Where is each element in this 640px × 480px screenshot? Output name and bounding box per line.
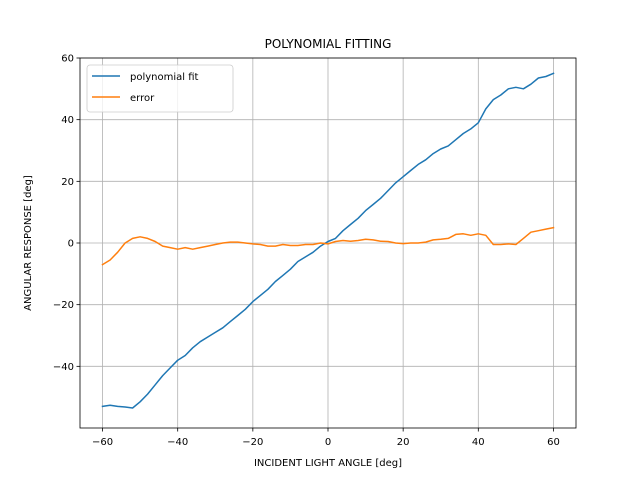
y-tick-label: 20 bbox=[61, 177, 74, 188]
chart-title: POLYNOMIAL FITTING bbox=[265, 37, 392, 51]
x-tick-label: −20 bbox=[242, 437, 263, 448]
y-tick-label: −20 bbox=[53, 300, 74, 311]
x-tick-label: −40 bbox=[167, 437, 188, 448]
y-tick-label: −40 bbox=[53, 362, 74, 373]
legend-label-0: polynomial fit bbox=[130, 72, 199, 83]
y-axis-label: ANGULAR RESPONSE [deg] bbox=[23, 175, 34, 311]
x-tick-label: 0 bbox=[325, 437, 331, 448]
legend: polynomial fit error bbox=[86, 64, 234, 113]
y-tick-label: 60 bbox=[61, 54, 74, 65]
y-tick-label: 0 bbox=[68, 239, 74, 250]
series-line-0 bbox=[101, 72, 555, 409]
series-layer bbox=[101, 72, 555, 409]
grid bbox=[80, 57, 576, 428]
legend-box bbox=[86, 64, 234, 113]
ticks: −60 −40 −20 0 20 40 60 −40 −20 0 20 40 60 bbox=[53, 54, 560, 449]
legend-label-1: error bbox=[130, 93, 155, 104]
x-tick-label: 60 bbox=[547, 437, 560, 448]
x-tick-label: 40 bbox=[472, 437, 485, 448]
y-tick-label: 40 bbox=[61, 115, 74, 126]
x-tick-label: 20 bbox=[397, 437, 410, 448]
series-line-1 bbox=[101, 226, 555, 266]
x-axis-label: INCIDENT LIGHT ANGLE [deg] bbox=[254, 458, 402, 469]
x-tick-label: −60 bbox=[92, 437, 113, 448]
